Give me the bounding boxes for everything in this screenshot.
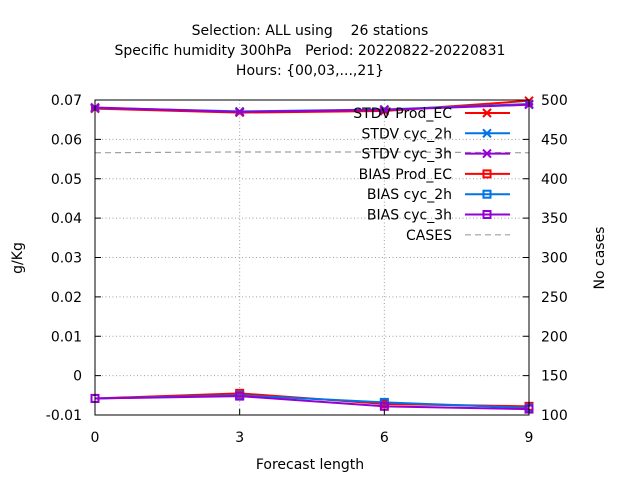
x-tick-label: 6	[380, 430, 389, 446]
x-tick-label: 3	[235, 430, 244, 446]
y2-tick-label: 400	[541, 172, 568, 188]
title-line: Selection: ALL using 26 stations	[192, 23, 429, 39]
y2-tick-label: 350	[541, 211, 568, 227]
y-tick-label: 0.06	[51, 132, 82, 148]
legend-label: BIAS cyc_3h	[367, 208, 452, 224]
series-line	[94, 395, 530, 411]
y2-tick-label: 300	[541, 251, 568, 267]
y-tick-label: 0.05	[51, 172, 82, 188]
y-axis-label: g/Kg	[10, 242, 26, 274]
title-line: Specific humidity 300hPa Period: 2022082…	[115, 43, 506, 59]
legend-label: STDV cyc_2h	[362, 126, 452, 142]
data-point	[482, 128, 492, 139]
legend: STDV Prod_EC STDV cyc_2h STDV cyc_3h BIAS P…	[353, 106, 510, 244]
y-tick-label: 0.01	[51, 329, 82, 345]
y-tick-label: -0.01	[46, 408, 82, 424]
axes: 0.07 0.06 0.05 0.04 0.03 0.02 0.01 0 -0.01 500 450…	[46, 93, 568, 446]
x-tick-label: 9	[525, 430, 534, 446]
data-point	[482, 148, 492, 159]
y2-axis-label: No cases	[592, 227, 608, 290]
x-axis-label: Forecast length	[256, 457, 364, 473]
y-tick-label: 0.04	[51, 211, 82, 227]
legend-label: BIAS Prod_EC	[359, 167, 453, 183]
legend-label: BIAS cyc_2h	[367, 187, 452, 203]
grid	[95, 100, 529, 415]
legend-label: CASES	[406, 228, 452, 244]
chart-title: Selection: ALL using 26 stations Specific…	[115, 23, 506, 79]
data-point	[379, 105, 390, 115]
data-point	[482, 169, 492, 179]
data-point	[482, 189, 492, 199]
y-tick-label: 0.02	[51, 290, 82, 306]
series-line	[94, 103, 530, 113]
y2-tick-label: 500	[541, 93, 568, 109]
y2-tick-label: 100	[541, 408, 568, 424]
data-point	[234, 107, 245, 117]
data-point	[235, 391, 245, 401]
x-tick-label: 0	[91, 430, 100, 446]
legend-label: STDV cyc_3h	[362, 147, 452, 163]
y2-tick-label: 150	[541, 369, 568, 385]
y-tick-label: 0.07	[51, 93, 82, 109]
title-line: Hours: {00,03,...,21}	[236, 63, 384, 79]
series-lines	[90, 96, 534, 414]
y-tick-label: 0.03	[51, 251, 82, 267]
y2-tick-label: 250	[541, 290, 568, 306]
series-line	[94, 151, 530, 154]
y2-tick-label: 450	[541, 132, 568, 148]
y-tick-label: 0	[73, 369, 82, 385]
data-point	[482, 210, 492, 219]
y2-tick-label: 200	[541, 329, 568, 345]
legend-label: STDV Prod_EC	[353, 106, 452, 122]
data-point	[482, 108, 492, 118]
